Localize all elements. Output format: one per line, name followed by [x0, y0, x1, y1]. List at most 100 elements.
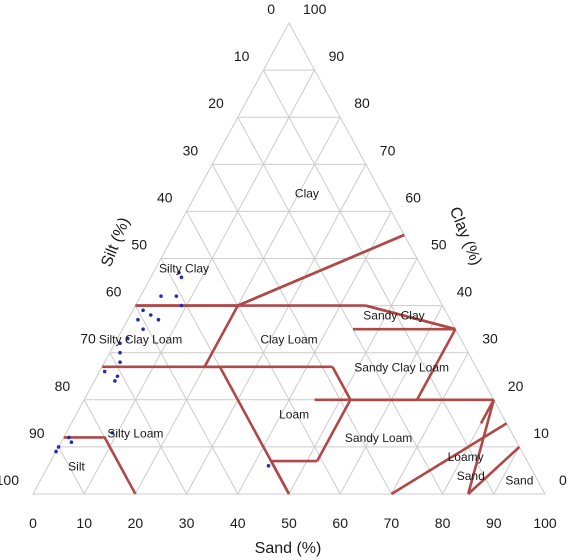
- silt-tick-label: 50: [131, 237, 147, 253]
- silt-tick-label: 0: [267, 1, 275, 17]
- grid-line: [390, 352, 469, 495]
- grid-line: [58, 446, 85, 495]
- sand-tick-label: 100: [533, 515, 557, 531]
- clay-tick-label: 40: [457, 284, 473, 300]
- boundary-line: [269, 460, 291, 495]
- clay-tick-label: 100: [303, 1, 327, 17]
- data-point: [148, 313, 153, 317]
- grid-line: [83, 69, 316, 495]
- data-point: [54, 449, 58, 454]
- boundary-line: [237, 233, 405, 307]
- data-point: [110, 430, 115, 435]
- grid-line: [134, 305, 239, 495]
- tick-labels: 0 10 20 30 40 50 60 70 80 90 100010203040506070809…: [0, 1, 567, 531]
- data-point: [156, 317, 161, 322]
- boundary-line: [466, 399, 496, 495]
- clay-tick-label: 60: [405, 189, 421, 205]
- boundary-line: [365, 304, 456, 331]
- data-point: [266, 463, 271, 468]
- sand-tick-label: 60: [332, 515, 348, 531]
- region-label: Sandy Clay: [363, 309, 424, 323]
- data-point: [159, 294, 163, 298]
- clay-tick-label: 90: [329, 48, 345, 64]
- region-label: Loam: [279, 408, 309, 422]
- silt-tick-label: 90: [29, 425, 45, 441]
- sand-tick-label: 80: [435, 515, 451, 531]
- texture-boundaries: [63, 233, 521, 496]
- silt-tick-label: 80: [55, 378, 71, 394]
- data-point: [118, 341, 122, 346]
- region-label: Silty Loam: [107, 426, 163, 440]
- region-label: Silty Clay Loam: [99, 332, 182, 346]
- region-labels: Clay Silty Clay Sandy Clay Silty Clay Loam C…: [68, 186, 533, 487]
- grid-line: [211, 164, 392, 495]
- boundary-line: [467, 445, 521, 495]
- boundary-line: [316, 399, 352, 462]
- data-point: [102, 369, 107, 374]
- data-point: [136, 317, 140, 322]
- sand-tick-label: 70: [384, 515, 400, 531]
- data-point: [125, 336, 130, 341]
- data-point: [179, 303, 184, 308]
- silt-tick-label: 70: [80, 331, 96, 347]
- sand-tick-label: 20: [128, 515, 144, 531]
- silt-tick-label: 20: [208, 95, 224, 111]
- sand-tick-label: 10: [76, 515, 92, 531]
- data-points: [54, 270, 271, 468]
- clay-tick-label: 50: [431, 237, 447, 253]
- silt-tick-label: 40: [157, 189, 173, 205]
- clay-tick-label: 20: [508, 378, 524, 394]
- grid-line: [186, 164, 367, 495]
- sand-tick-label: 40: [230, 515, 246, 531]
- data-point: [174, 294, 179, 298]
- data-point: [115, 374, 120, 379]
- boundary-line: [331, 366, 352, 401]
- silt-tick-label: 30: [183, 142, 199, 158]
- region-label: Sand: [457, 469, 485, 483]
- data-point: [56, 445, 61, 449]
- boundary-line: [204, 365, 291, 495]
- grid-line: [109, 352, 188, 495]
- silt-axis-title: Silt (%): [98, 215, 133, 269]
- sand-tick-label: 90: [486, 515, 502, 531]
- boundary-line: [63, 436, 137, 495]
- data-point: [69, 440, 74, 444]
- region-label: Clay: [295, 186, 319, 200]
- clay-tick-label: 80: [354, 95, 370, 111]
- data-point: [118, 350, 122, 355]
- silt-tick-label: 100: [0, 472, 19, 488]
- boundary-line: [479, 399, 495, 424]
- clay-axis-title: Clay (%): [446, 205, 485, 268]
- data-point: [67, 435, 71, 440]
- clay-tick-label: 10: [533, 425, 549, 441]
- silt-tick-label: 10: [234, 48, 250, 64]
- data-point: [141, 308, 145, 313]
- silt-tick-label: 60: [106, 284, 122, 300]
- clay-tick-label: 70: [380, 142, 396, 158]
- data-point: [179, 275, 184, 280]
- region-label: Sandy Loam: [345, 431, 412, 445]
- grid-line: [493, 446, 520, 495]
- clay-tick-label: 0: [559, 472, 567, 488]
- sand-tick-label: 50: [281, 515, 297, 531]
- grid-line: [262, 69, 495, 495]
- sand-axis-title: Sand (%): [255, 540, 322, 557]
- region-label: Silt: [68, 459, 85, 473]
- grid-line: [288, 258, 418, 495]
- region-label: Sand: [505, 474, 533, 488]
- data-point: [141, 327, 145, 331]
- boundary-line: [390, 422, 508, 496]
- boundary-line: [415, 328, 457, 401]
- region-label: Clay Loam: [260, 332, 317, 346]
- data-point: [118, 360, 122, 364]
- region-label: Silty Clay: [159, 262, 209, 276]
- data-point: [177, 270, 181, 275]
- data-point: [113, 379, 117, 383]
- region-label: Loamy: [448, 450, 484, 464]
- clay-tick-label: 30: [482, 331, 498, 347]
- region-label: Sandy Clay Loam: [354, 361, 449, 375]
- sand-tick-label: 30: [179, 515, 195, 531]
- sand-tick-label: 0: [29, 515, 37, 531]
